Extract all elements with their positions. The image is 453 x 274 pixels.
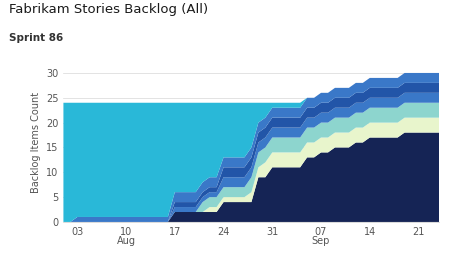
Text: Sprint 86: Sprint 86 (9, 33, 63, 43)
Y-axis label: Backlog Items Count: Backlog Items Count (30, 92, 40, 193)
Text: Aug: Aug (116, 236, 135, 246)
Text: Sep: Sep (312, 236, 330, 246)
Text: Fabrikam Stories Backlog (All): Fabrikam Stories Backlog (All) (9, 3, 208, 16)
